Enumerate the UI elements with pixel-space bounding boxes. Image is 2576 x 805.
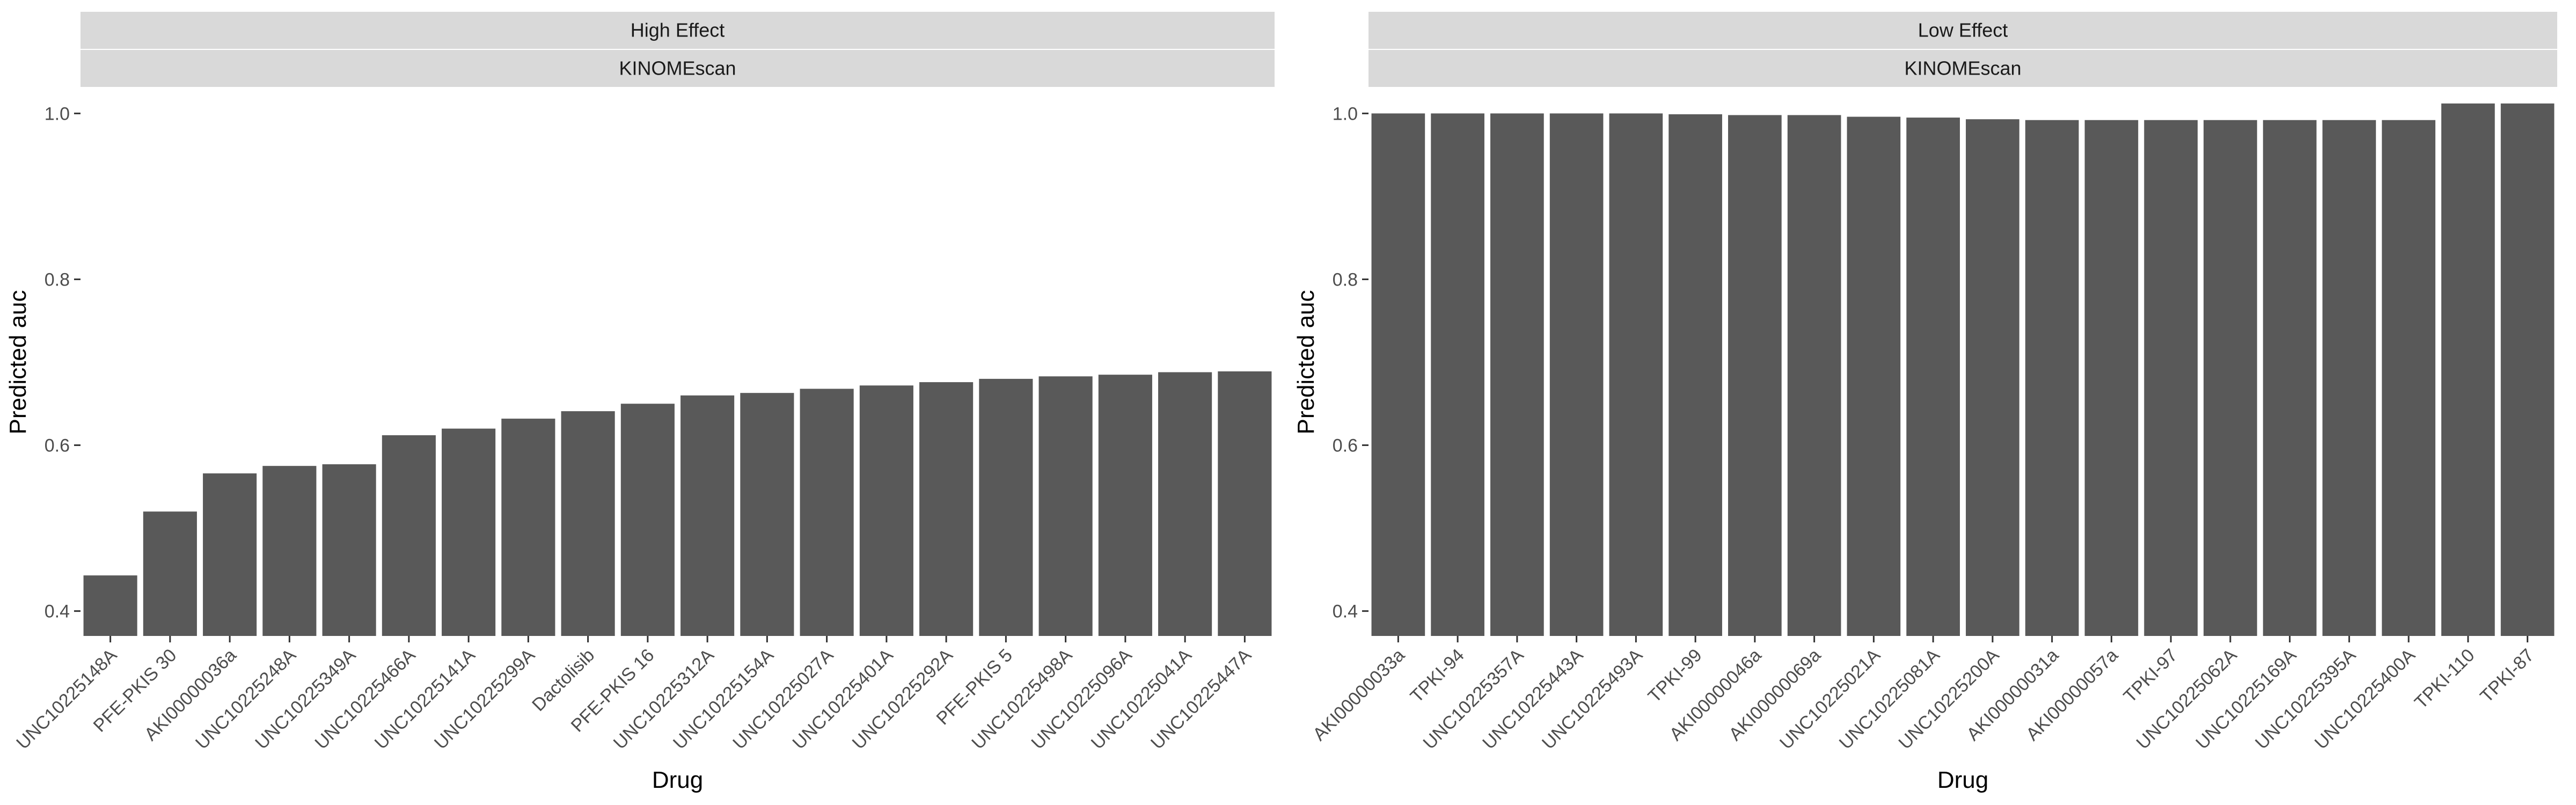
x-tick-label: UNC10225148A bbox=[12, 645, 121, 753]
bar bbox=[1158, 372, 1212, 636]
x-tick-label: UNC10225021A bbox=[1776, 645, 1884, 753]
bar bbox=[2263, 120, 2317, 636]
x-tick-label: UNC10225312A bbox=[610, 645, 718, 753]
y-tick-label: 0.6 bbox=[1333, 436, 1358, 456]
x-tick-label: UNC10225400A bbox=[2311, 645, 2419, 753]
x-tick-label: TPKI-94 bbox=[1407, 645, 1468, 707]
bar bbox=[2084, 120, 2139, 636]
bar bbox=[382, 435, 436, 636]
bar bbox=[620, 404, 675, 636]
bar bbox=[83, 575, 137, 636]
strip-background bbox=[1368, 12, 2557, 49]
y-tick-label: 1.0 bbox=[45, 104, 70, 124]
bar bbox=[1728, 115, 1782, 636]
x-tick-label: UNC10225349A bbox=[251, 645, 360, 753]
x-tick-label: UNC10225299A bbox=[430, 645, 539, 753]
x-tick-label: TPKI-87 bbox=[2476, 645, 2538, 707]
strip-label-effect: High Effect bbox=[631, 19, 724, 41]
bar bbox=[1906, 118, 1960, 636]
y-tick-label: 0.4 bbox=[45, 602, 70, 622]
x-tick-label: UNC10225200A bbox=[1895, 645, 2003, 753]
strip-background bbox=[80, 50, 1275, 87]
bar bbox=[501, 419, 555, 636]
bar bbox=[1549, 113, 1604, 636]
x-tick-label: UNC10225401A bbox=[789, 645, 897, 753]
x-tick-label: UNC10225248A bbox=[192, 645, 300, 753]
y-tick-label: 0.8 bbox=[45, 269, 70, 290]
bar bbox=[1966, 119, 2019, 636]
x-tick-label: TPKI-99 bbox=[1644, 645, 1706, 707]
x-tick-label: UNC10225466A bbox=[311, 645, 420, 753]
x-tick-label: TPKI-97 bbox=[2120, 645, 2182, 707]
x-axis-title: Drug bbox=[652, 767, 703, 793]
bar bbox=[919, 382, 974, 636]
x-tick-label: UNC10225447A bbox=[1147, 645, 1255, 753]
x-tick-label: UNC10225498A bbox=[968, 645, 1076, 753]
bar bbox=[143, 511, 197, 636]
x-tick-label: TPKI-110 bbox=[2411, 645, 2479, 713]
x-tick-label: UNC10225081A bbox=[1835, 645, 1944, 753]
bar bbox=[1098, 375, 1152, 636]
x-tick-label: UNC10225169A bbox=[2192, 645, 2300, 753]
y-axis-title: Predicted auc bbox=[5, 290, 31, 434]
x-tick-label: UNC10225493A bbox=[1538, 645, 1646, 753]
bar bbox=[1609, 113, 1663, 636]
bar bbox=[262, 466, 317, 636]
bar bbox=[1038, 376, 1093, 636]
bar bbox=[979, 378, 1033, 636]
bar bbox=[442, 428, 496, 636]
x-tick-label: UNC10225292A bbox=[848, 645, 957, 753]
bar bbox=[2441, 103, 2495, 636]
x-tick-label: AKI00000033a bbox=[1309, 645, 1409, 745]
strip-background bbox=[1368, 50, 2557, 87]
y-tick-label: 1.0 bbox=[1333, 104, 1358, 124]
bar bbox=[1431, 113, 1484, 636]
x-tick-label: UNC10225395A bbox=[2251, 645, 2360, 753]
x-tick-label: UNC10225357A bbox=[1419, 645, 1528, 753]
bar bbox=[1371, 113, 1425, 636]
x-tick-label: UNC10225027A bbox=[729, 645, 837, 753]
bar bbox=[1787, 115, 1841, 636]
bar bbox=[2025, 120, 2079, 636]
bar bbox=[800, 389, 854, 636]
bar bbox=[1490, 113, 1544, 636]
strip-label-assay: KINOMEscan bbox=[619, 57, 736, 79]
bar bbox=[2144, 120, 2198, 636]
x-tick-label: UNC10225096A bbox=[1028, 645, 1136, 753]
y-tick-label: 0.4 bbox=[1333, 602, 1358, 622]
y-tick-label: 0.6 bbox=[45, 436, 70, 456]
bar bbox=[1668, 114, 1722, 636]
x-tick-label: UNC10225154A bbox=[669, 645, 778, 753]
strip-label-assay: KINOMEscan bbox=[1904, 57, 2021, 79]
bar bbox=[680, 395, 735, 636]
strip-background bbox=[80, 12, 1275, 49]
bar bbox=[859, 385, 913, 636]
panel-high-effect: High EffectKINOMEscanUNC10225148APFE-PKI… bbox=[5, 12, 1275, 793]
bar bbox=[203, 473, 257, 636]
bar bbox=[1218, 371, 1272, 636]
bar bbox=[1847, 116, 1901, 636]
bar bbox=[561, 411, 615, 636]
x-tick-label: UNC10225141A bbox=[371, 645, 479, 753]
plot-area bbox=[1368, 89, 2557, 636]
panel-low-effect: Low EffectKINOMEscanAKI00000033aTPKI-94U… bbox=[1293, 12, 2557, 793]
plot-area bbox=[80, 89, 1275, 636]
x-tick-label: UNC10225062A bbox=[2133, 645, 2241, 753]
x-axis-title: Drug bbox=[1937, 767, 1988, 793]
bar bbox=[2500, 103, 2555, 636]
bar bbox=[2204, 120, 2257, 636]
x-tick-label: UNC10225041A bbox=[1087, 645, 1196, 753]
x-tick-label: UNC10225443A bbox=[1479, 645, 1587, 753]
bar bbox=[2382, 120, 2435, 636]
strip-label-effect: Low Effect bbox=[1918, 19, 2008, 41]
bar bbox=[740, 393, 794, 636]
y-axis-title: Predicted auc bbox=[1293, 290, 1319, 434]
bar bbox=[2322, 120, 2376, 636]
y-tick-label: 0.8 bbox=[1333, 269, 1358, 290]
bar bbox=[322, 464, 376, 636]
